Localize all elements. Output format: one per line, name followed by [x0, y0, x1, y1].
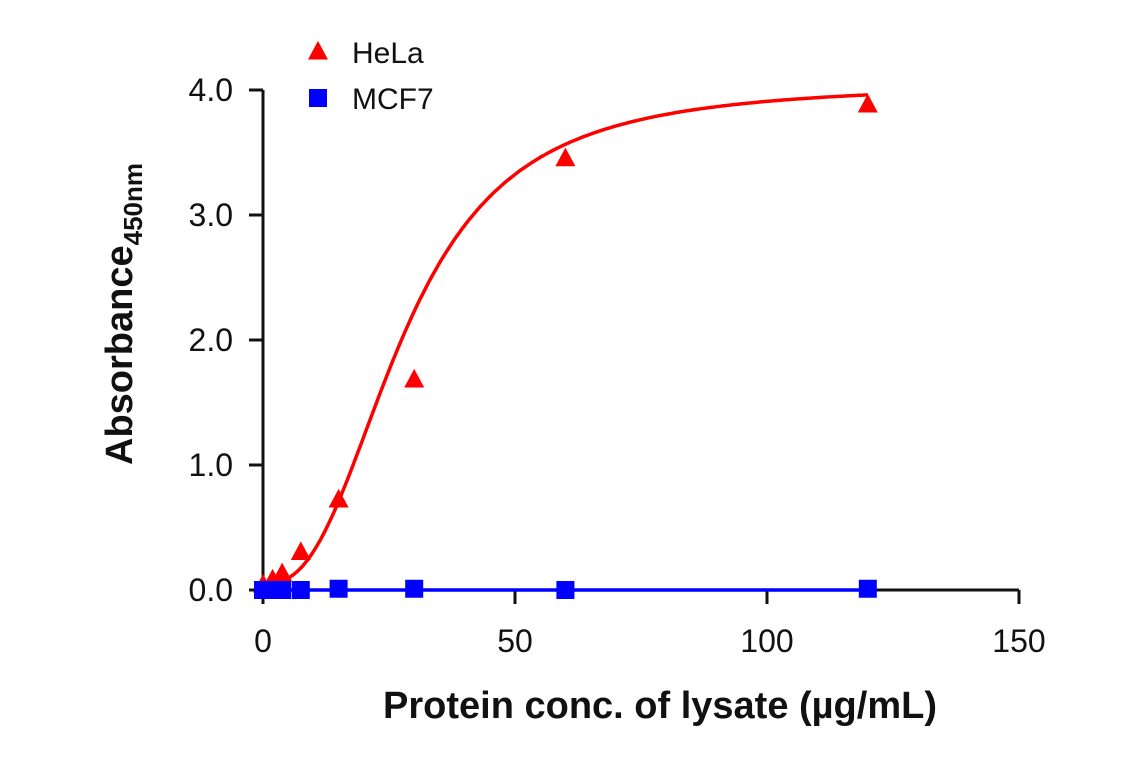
- legend-marker: [309, 89, 327, 107]
- data-point: [858, 579, 877, 598]
- axes: [261, 90, 1019, 592]
- x-tick-label: 100: [740, 623, 793, 659]
- legend-item-hela: HeLa: [308, 37, 424, 70]
- legend-label: MCF7: [352, 83, 434, 116]
- y-tick-label: 2.0: [189, 322, 233, 358]
- data-point: [273, 581, 292, 599]
- data-point: [329, 579, 348, 598]
- legend: HeLa MCF7: [308, 37, 434, 116]
- x-tick-label: 50: [497, 623, 533, 659]
- y-axis-title-subscript: 450nm: [118, 163, 148, 245]
- data-point: [291, 581, 310, 599]
- data-point: [328, 488, 349, 508]
- series-hela: [253, 93, 878, 593]
- data-point: [857, 93, 878, 113]
- series-layer: [253, 93, 878, 599]
- y-tick-label: 4.0: [189, 72, 233, 108]
- x-tick-label: 0: [254, 623, 272, 659]
- data-point: [272, 562, 293, 582]
- legend-label: HeLa: [352, 37, 424, 70]
- y-tick-label: 3.0: [189, 197, 233, 233]
- data-point: [405, 579, 424, 598]
- legend-item-mcf7: MCF7: [309, 83, 434, 116]
- y-axis-title-main: Absorbance: [99, 245, 141, 465]
- ticks: 0.0 1.0 2.0 3.0 4.0 0 50 100 150: [189, 72, 1046, 659]
- data-point: [555, 147, 576, 167]
- series-mcf7: [254, 579, 877, 599]
- x-tick-label: 150: [992, 623, 1045, 659]
- fit-line-hela: [262, 93, 868, 586]
- y-tick-label: 1.0: [189, 447, 233, 483]
- x-axis-title: Protein conc. of lysate (µg/mL): [383, 685, 937, 727]
- data-point: [290, 541, 311, 561]
- data-point: [404, 368, 425, 388]
- y-tick-label: 0.0: [189, 572, 233, 608]
- legend-marker: [308, 40, 328, 60]
- y-axis-title: Absorbance450nm: [99, 163, 148, 465]
- data-point: [556, 581, 575, 599]
